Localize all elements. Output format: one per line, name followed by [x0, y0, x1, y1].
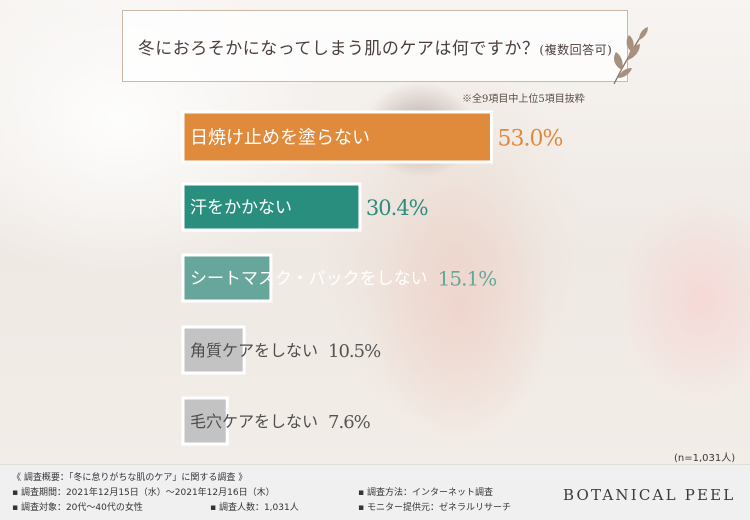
chart-title-sub: (複数回答可)	[539, 42, 613, 57]
leaf-ornament-icon	[613, 27, 648, 85]
bar-5	[181, 396, 229, 446]
bar-label-2: 汗をかかない	[190, 198, 292, 218]
title-box: 冬におろそかになってしまう肌のケアは何ですか？(複数回答可)	[122, 10, 628, 82]
bar-label-3: シートマスク・パックをしない	[190, 269, 428, 289]
bar-value-2: 30.4%	[366, 196, 428, 220]
chart-title: 冬におろそかになってしまう肌のケアは何ですか？(複数回答可)	[138, 34, 613, 59]
survey-period: ▪ 調査期間：2021年12月15日（水）～2021年12月16日（木）	[12, 488, 275, 498]
note-text: ※全9項目中上位5項目抜粋	[462, 94, 585, 105]
bar-value-1: 53.0%	[497, 126, 562, 151]
bar-2	[181, 182, 362, 232]
survey-heading: 《 調査概要：「冬に怠りがちな肌のケア」に関する調査 》	[12, 473, 248, 483]
survey-count: ▪ 調査人数：1,031人	[210, 503, 299, 513]
bar-1	[181, 110, 493, 164]
bar-value-5: 7.6%	[328, 412, 371, 433]
bar-value-3: 15.1%	[438, 267, 497, 291]
bar-value-4: 10.5%	[328, 341, 381, 362]
bar-3	[181, 253, 273, 303]
survey-method: ▪ 調査方法：インターネット調査	[358, 488, 493, 498]
bar-chart: 日焼け止めを塗らない汗をかかないシートマスク・パックをしない角質ケアをしない毛穴…	[181, 110, 563, 446]
footer: 《 調査概要：「冬に怠りがちな肌のケア」に関する調査 》 ▪ 調査期間：2021…	[0, 464, 750, 520]
sample-size-label: (n=1,031人)	[674, 453, 736, 464]
bar-label-1: 日焼け止めを塗らない	[190, 126, 370, 148]
bar-label-4: 角質ケアをしない	[190, 341, 318, 360]
bar-label-5: 毛穴ケアをしない	[190, 412, 318, 431]
survey-target: ▪ 調査対象：20代～40代の女性	[12, 503, 143, 513]
survey-provider: ▪ モニター提供元：ゼネラルリサーチ	[358, 503, 511, 513]
chart-title-main: 冬におろそかになってしまう肌のケアは何ですか？	[137, 38, 540, 59]
brand-logo: BOTANICAL PEEL	[563, 486, 736, 504]
bar-4	[181, 325, 246, 375]
